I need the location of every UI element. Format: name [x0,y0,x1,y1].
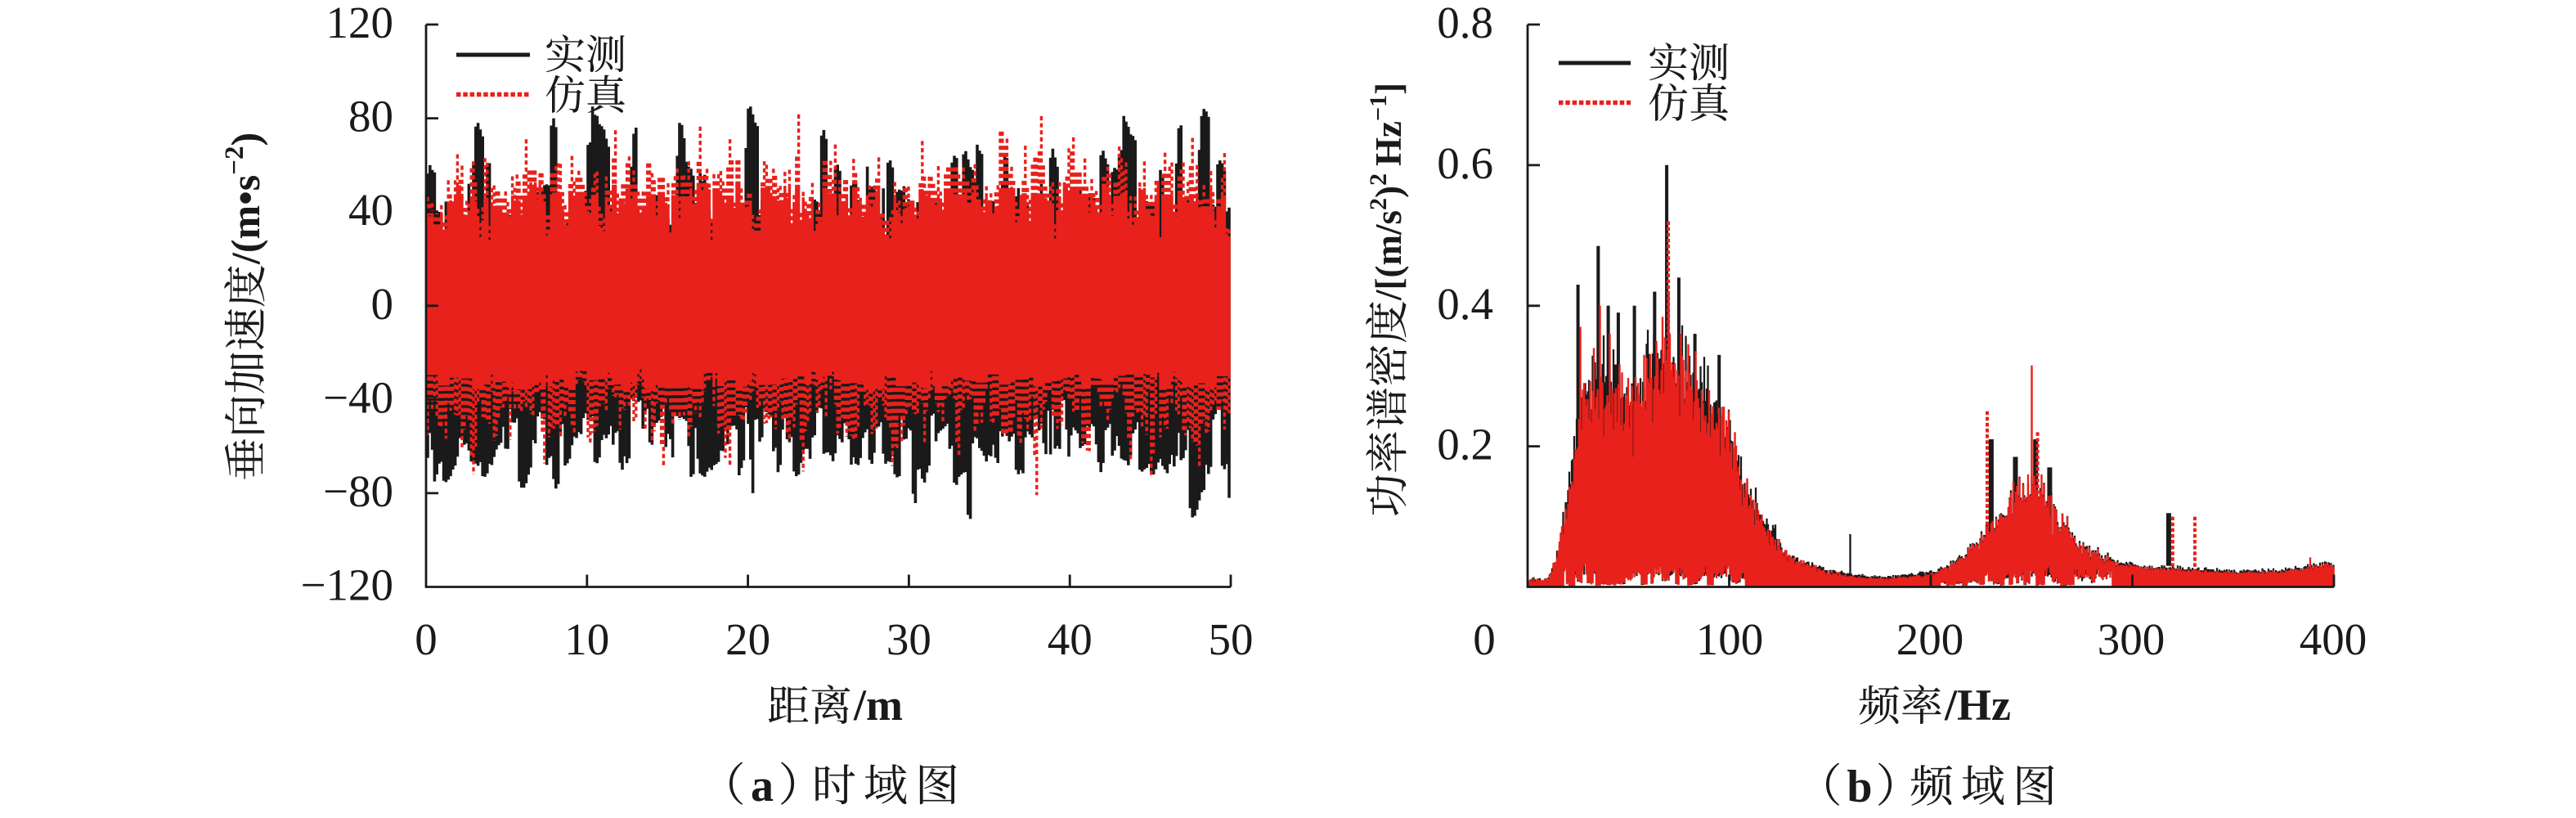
svg-text:/Hz: /Hz [1944,681,2011,730]
svg-text:−40: −40 [323,372,393,422]
svg-text:/m: /m [853,681,903,730]
svg-text:300: 300 [2098,614,2165,664]
svg-text:200: 200 [1896,614,1964,664]
svg-text:a: a [751,761,774,811]
svg-text:0.4: 0.4 [1437,279,1493,329]
svg-text:40: 40 [348,185,393,235]
svg-text:0.8: 0.8 [1437,0,1493,47]
svg-text:0: 0 [371,279,394,329]
svg-text:80: 80 [348,92,393,142]
svg-text:30: 30 [886,614,931,664]
svg-text:0: 0 [415,614,438,664]
svg-text:20: 20 [725,614,770,664]
svg-text:0.6: 0.6 [1437,138,1493,188]
svg-text:10: 10 [564,614,609,664]
svg-text:/(m•s−2): /(m•s−2) [220,133,268,265]
svg-text:400: 400 [2300,614,2367,664]
svg-text:−80: −80 [323,466,393,516]
svg-text:/[(m/s2)2 Hz−1]: /[(m/s2)2 Hz−1] [1365,83,1409,301]
svg-text:40: 40 [1048,614,1093,664]
svg-text:120: 120 [326,0,394,47]
svg-text:−120: −120 [300,560,393,610]
svg-text:100: 100 [1696,614,1764,664]
svg-text:0.2: 0.2 [1437,420,1493,470]
svg-text:50: 50 [1209,614,1254,664]
svg-text:b: b [1847,762,1872,812]
svg-text:0: 0 [1473,614,1496,664]
